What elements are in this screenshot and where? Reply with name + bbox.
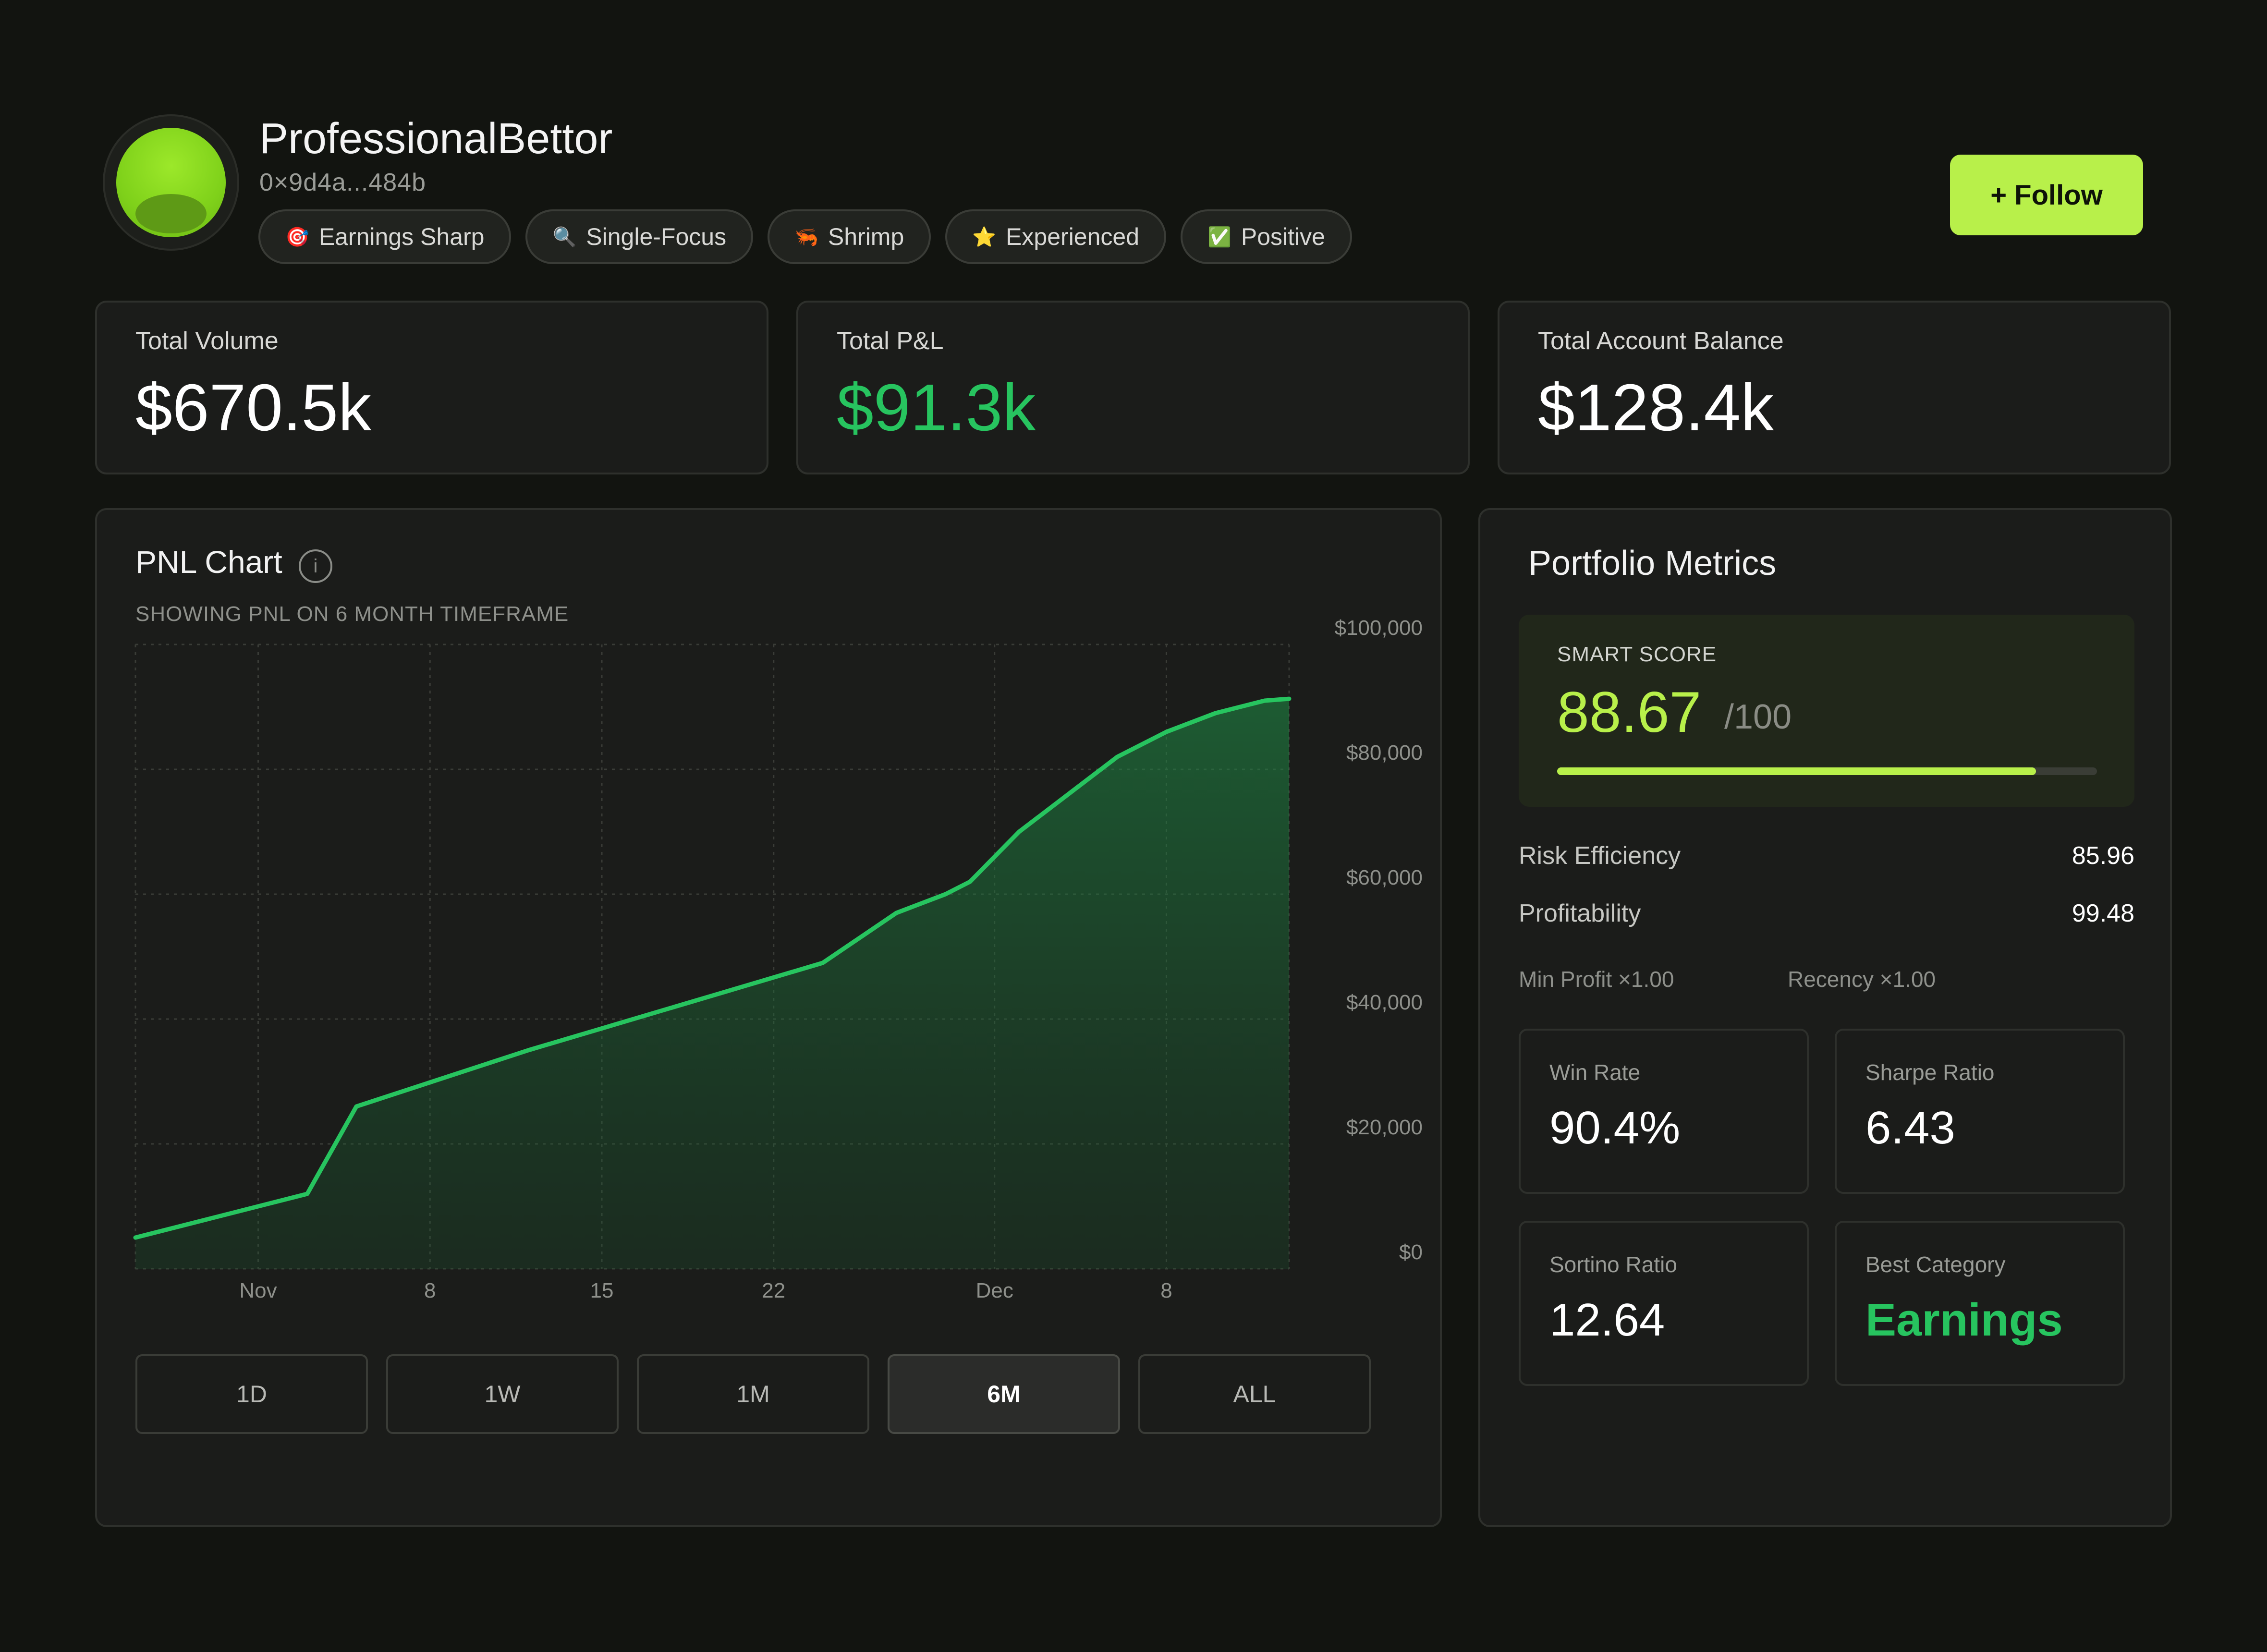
stat-label: Total Volume xyxy=(135,327,279,355)
timeframe-all-button[interactable]: ALL xyxy=(1138,1354,1371,1434)
timeframe-1w-button[interactable]: 1W xyxy=(386,1354,619,1434)
pnl-line xyxy=(133,696,1292,1240)
stat-card-account-balance: Total Account Balance $128.4k xyxy=(1498,301,2171,474)
win-rate-card: Win Rate 90.4% xyxy=(1519,1029,1809,1194)
stat-label: Total Account Balance xyxy=(1538,327,1784,355)
x-tick-label: 8 xyxy=(424,1279,436,1302)
badge-label: Single-Focus xyxy=(586,223,727,250)
smart-score-panel: SMART SCORE 88.67 /100 xyxy=(1519,615,2134,807)
pnl-area xyxy=(135,699,1289,1269)
follow-button[interactable]: + Follow xyxy=(1950,155,2143,235)
badge-label: Earnings Sharp xyxy=(318,223,485,250)
smart-score-bar-fill xyxy=(1557,767,2036,775)
smart-score-value: 88.67 xyxy=(1557,680,1702,744)
x-tick-label: 15 xyxy=(590,1279,614,1302)
metric-value: 85.96 xyxy=(2072,842,2134,870)
mini-card-label: Sharpe Ratio xyxy=(1865,1060,1995,1085)
mini-card-value: 90.4% xyxy=(1549,1102,1681,1154)
sharpe-ratio-card: Sharpe Ratio 6.43 xyxy=(1835,1029,2125,1194)
portfolio-title: Portfolio Metrics xyxy=(1528,544,1777,583)
y-tick-label: $20,000 xyxy=(1346,1116,1423,1139)
stat-value: $128.4k xyxy=(1538,371,1774,445)
smart-score-bar xyxy=(1557,767,2097,775)
x-tick-label: 22 xyxy=(762,1279,785,1302)
badge-label: Shrimp xyxy=(828,223,904,250)
shrimp-icon: 🦐 xyxy=(794,226,818,248)
badge-earnings-sharp: 🎯 Earnings Sharp xyxy=(258,209,512,264)
stat-value: $670.5k xyxy=(135,371,372,445)
mini-card-value: Earnings xyxy=(1865,1294,2063,1346)
mini-card-label: Sortino Ratio xyxy=(1549,1252,1677,1277)
badge-label: Positive xyxy=(1241,223,1325,250)
timeframe-selector: 1D 1W 1M 6M ALL xyxy=(135,1354,1371,1434)
target-icon: 🎯 xyxy=(285,226,309,248)
metric-label: Profitability xyxy=(1519,899,1641,927)
magnifier-icon: 🔍 xyxy=(552,226,577,248)
y-tick-label: $100,000 xyxy=(1334,616,1423,640)
avatar xyxy=(103,114,239,251)
pnl-chart-title: PNL Chart xyxy=(135,544,282,580)
star-icon: ⭐ xyxy=(972,226,997,248)
profile-username: ProfessionalBettor xyxy=(259,115,613,163)
pnl-chart: $100,000 $80,000 $60,000 $40,000 $20,000 $0 N… xyxy=(133,616,1423,1302)
mini-card-value: 12.64 xyxy=(1549,1294,1665,1346)
mini-card-label: Win Rate xyxy=(1549,1060,1641,1085)
metric-row-risk-efficiency: Risk Efficiency 85.96 xyxy=(1519,841,2134,870)
timeframe-1m-button[interactable]: 1M xyxy=(637,1354,869,1434)
y-tick-label: $0 xyxy=(1399,1240,1423,1264)
stat-value: $91.3k xyxy=(837,371,1036,445)
badge-label: Experienced xyxy=(1006,223,1140,250)
min-profit-multiplier: Min Profit ×1.00 xyxy=(1519,967,1674,992)
mini-card-label: Best Category xyxy=(1865,1252,2006,1277)
metric-value: 99.48 xyxy=(2072,899,2134,927)
stat-label: Total P&L xyxy=(837,327,944,355)
timeframe-6m-button[interactable]: 6M xyxy=(888,1354,1120,1434)
stat-card-total-pnl: Total P&L $91.3k xyxy=(796,301,1470,474)
y-tick-label: $80,000 xyxy=(1346,741,1423,765)
smart-score-label: SMART SCORE xyxy=(1557,643,1717,666)
x-tick-label: 8 xyxy=(1160,1279,1172,1302)
badge-single-focus: 🔍 Single-Focus xyxy=(525,209,754,264)
timeframe-1d-button[interactable]: 1D xyxy=(135,1354,368,1434)
y-tick-label: $60,000 xyxy=(1346,866,1423,889)
badge-list: 🎯 Earnings Sharp 🔍 Single-Focus 🦐 Shrimp… xyxy=(258,209,1352,264)
pnl-chart-card: PNL Chart i SHOWING PNL ON 6 MONTH TIMEF… xyxy=(95,508,1442,1527)
metric-row-profitability: Profitability 99.48 xyxy=(1519,899,2134,928)
badge-positive: ✅ Positive xyxy=(1181,209,1352,264)
pnl-chart-subtitle: SHOWING PNL ON 6 MONTH TIMEFRAME xyxy=(135,602,569,626)
mini-card-value: 6.43 xyxy=(1865,1102,1955,1154)
sortino-ratio-card: Sortino Ratio 12.64 xyxy=(1519,1221,1809,1386)
smart-score-max: /100 xyxy=(1724,698,1792,736)
recency-multiplier: Recency ×1.00 xyxy=(1788,967,1936,992)
stat-card-total-volume: Total Volume $670.5k xyxy=(95,301,768,474)
x-tick-label: Nov xyxy=(239,1279,277,1302)
wallet-address: 0×9d4a...484b xyxy=(259,169,426,196)
best-category-card: Best Category Earnings xyxy=(1835,1221,2125,1386)
info-icon[interactable]: i xyxy=(299,549,332,583)
portfolio-metrics-card: Portfolio Metrics SMART SCORE 88.67 /100… xyxy=(1478,508,2172,1527)
badge-shrimp: 🦐 Shrimp xyxy=(768,209,931,264)
check-icon: ✅ xyxy=(1207,226,1231,248)
x-tick-label: Dec xyxy=(976,1279,1013,1302)
metric-label: Risk Efficiency xyxy=(1519,842,1681,870)
y-tick-label: $40,000 xyxy=(1346,991,1423,1014)
avatar-image xyxy=(116,128,226,237)
badge-experienced: ⭐ Experienced xyxy=(945,209,1167,264)
